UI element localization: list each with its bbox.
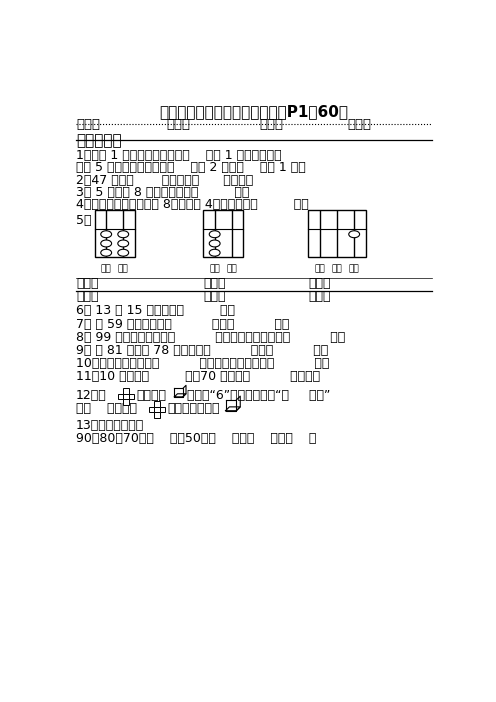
Text: 个位: 个位 — [118, 265, 128, 273]
Text: 写作：: 写作： — [76, 277, 98, 290]
Ellipse shape — [118, 249, 128, 256]
Bar — [149, 407, 154, 412]
Text: 一、填一填: 一、填一填 — [76, 133, 122, 147]
Text: 一张 5 角的人民币可以换（    ）张 2 角和（    ）张 1 角。: 一张 5 角的人民币可以换（ ）张 2 角和（ ）张 1 角。 — [76, 161, 306, 174]
Bar — [95, 210, 135, 258]
Bar — [128, 394, 134, 399]
Ellipse shape — [118, 231, 128, 238]
Text: 写作：: 写作： — [203, 277, 226, 290]
Text: 可以拼出一个大: 可以拼出一个大 — [168, 402, 220, 416]
Ellipse shape — [209, 231, 220, 238]
Text: 读作：: 读作： — [203, 290, 226, 303]
Ellipse shape — [101, 231, 112, 238]
Text: 7、 和 59 相邻的数是（          ）和（          ）。: 7、 和 59 相邻的数是（ ）和（ ）。 — [76, 317, 289, 331]
Text: 3、 5 个一和 8 个十合起来是（         ）。: 3、 5 个一和 8 个十合起来是（ ）。 — [76, 186, 249, 199]
Ellipse shape — [209, 249, 220, 256]
Bar — [309, 210, 366, 258]
Bar — [154, 402, 160, 407]
Bar — [123, 399, 128, 404]
Text: 13、找规律填数。: 13、找规律填数。 — [76, 419, 144, 432]
Text: 学号：: 学号： — [259, 118, 284, 131]
Text: 8、 99 前面小一个数是（          ），后面大一个数是（          ）。: 8、 99 前面小一个数是（ ），后面大一个数是（ ）。 — [76, 331, 345, 344]
Text: 90、80、70、（    ）、50、（    ）、（    ）、（    ）: 90、80、70、（ ）、50、（ ）、（ ）、（ ） — [76, 432, 316, 445]
Bar — [160, 407, 165, 412]
Text: 做成一个: 做成一个 — [136, 389, 166, 402]
Ellipse shape — [349, 231, 360, 238]
Ellipse shape — [118, 240, 128, 247]
Text: 12、用: 12、用 — [76, 389, 107, 402]
Text: 5、: 5、 — [76, 213, 91, 227]
Bar — [203, 210, 244, 258]
Text: ，数字“6”的对面是数字“（     ）。”: ，数字“6”的对面是数字“（ ）。” — [187, 389, 330, 402]
Text: 个位: 个位 — [349, 265, 360, 273]
Text: 一年级下册第一～五单元练习（P1～60）: 一年级下册第一～五单元练习（P1～60） — [160, 105, 349, 119]
Text: 2、47 里有（       ）个十和（      ）个一。: 2、47 里有（ ）个十和（ ）个一。 — [76, 173, 253, 187]
Text: 百位: 百位 — [314, 265, 325, 273]
Ellipse shape — [209, 240, 220, 247]
Text: 10、最大的两位数是（          ），最小的两位数是（          ）。: 10、最大的两位数是（ ），最小的两位数是（ ）。 — [76, 357, 329, 370]
Text: 十位: 十位 — [332, 265, 343, 273]
Bar — [118, 394, 123, 399]
Text: 用（    ）这样的: 用（ ）这样的 — [76, 402, 137, 416]
Text: 读作：: 读作： — [76, 290, 98, 303]
Text: 11、10 个十是（         ）。70 里面有（          ）个十。: 11、10 个十是（ ）。70 里面有（ ）个十。 — [76, 370, 320, 383]
Bar — [154, 412, 160, 418]
Text: 十位: 十位 — [101, 265, 112, 273]
Bar — [123, 394, 128, 399]
Text: 读作：: 读作： — [309, 290, 331, 303]
Text: 写作：: 写作： — [309, 277, 331, 290]
Text: 个位: 个位 — [226, 265, 237, 273]
Text: 6、 13 和 15 的中间是（         ）。: 6、 13 和 15 的中间是（ ）。 — [76, 305, 235, 317]
Bar — [154, 407, 160, 412]
Bar — [123, 388, 128, 394]
Text: 4、一个两位数，个位是 8，十位是 4，这个数是（         ）。: 4、一个两位数，个位是 8，十位是 4，这个数是（ ）。 — [76, 198, 309, 211]
Text: 十位: 十位 — [209, 265, 220, 273]
Text: 姓名：: 姓名： — [167, 118, 190, 131]
Ellipse shape — [101, 240, 112, 247]
Text: 班别：: 班别： — [76, 118, 100, 131]
Text: 1、一张 1 元的人民币可以换（    ）张 1 角的人民币；: 1、一张 1 元的人民币可以换（ ）张 1 角的人民币； — [76, 149, 282, 162]
Text: 9、 比 81 小，比 78 大的数是（          ）和（          ）。: 9、 比 81 小，比 78 大的数是（ ）和（ ）。 — [76, 344, 328, 357]
Ellipse shape — [101, 249, 112, 256]
Text: 评分：: 评分： — [347, 118, 371, 131]
